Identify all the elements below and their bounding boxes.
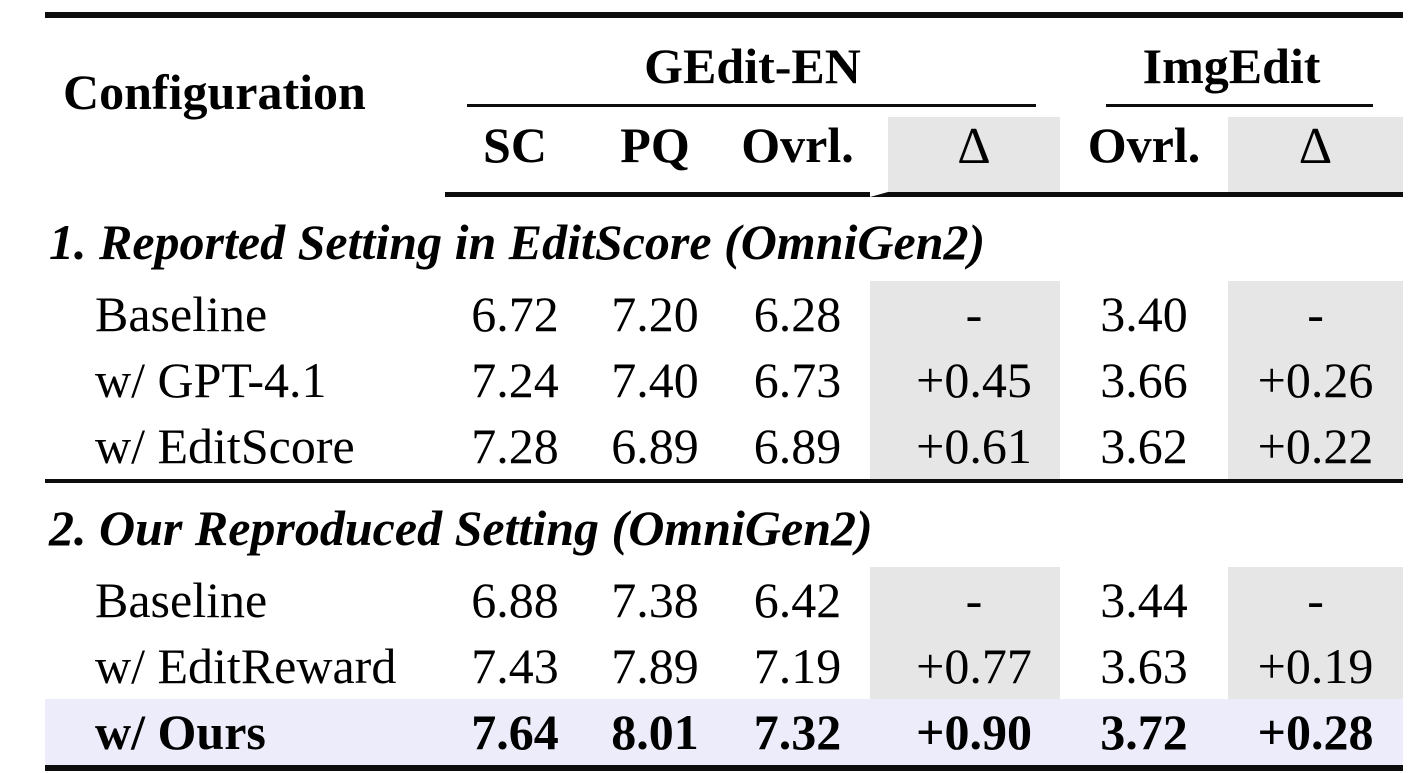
gedit-delta-value: +0.61 xyxy=(870,413,1061,480)
imgedit-group-label: ImgEdit xyxy=(1142,38,1321,94)
gedit-delta-value: - xyxy=(870,567,1061,634)
gedit-delta-value: +0.77 xyxy=(870,633,1061,700)
imgedit-delta-value: - xyxy=(1228,281,1404,348)
imgedit-group-header: ImgEdit xyxy=(1060,18,1403,107)
table-row: w/ EditReward 7.43 7.89 7.19 +0.77 3.63 +0.19 xyxy=(45,633,1404,700)
pq-value: 7.20 xyxy=(611,285,699,342)
pq-value: 6.89 xyxy=(611,417,699,474)
imgedit-delta-value: +0.26 xyxy=(1228,347,1404,414)
sc-value: 7.28 xyxy=(471,417,559,474)
section-title: 2. Our Reproduced Setting (OmniGen2) xyxy=(45,479,1404,567)
config-cell: w/ EditReward xyxy=(95,637,397,694)
gedit-en-group-label: GEdit-EN xyxy=(644,38,861,94)
sc-value: 7.43 xyxy=(471,637,559,694)
config-cell: w/ GPT-4.1 xyxy=(95,351,327,408)
group-header-row: Configuration GEdit-EN ImgEdit xyxy=(45,18,1403,120)
table-row: Baseline 6.72 7.20 6.28-3.40- xyxy=(45,281,1404,348)
ovrl-value: 6.28 xyxy=(753,285,842,342)
ovrl-value: 7.32 xyxy=(753,703,842,760)
imgedit-delta-value: - xyxy=(1228,567,1404,634)
sc-value: 6.72 xyxy=(471,285,559,342)
pq-value: 8.01 xyxy=(611,703,699,760)
ovrl-value: 6.73 xyxy=(753,351,842,408)
ovrl-value: 6.89 xyxy=(753,417,842,474)
configuration-column-header: Configuration xyxy=(63,64,366,121)
gedit-delta-column-header: Δ xyxy=(870,107,1061,198)
config-cell: w/ Ours xyxy=(95,703,266,760)
imgedit-ovrl-value: 3.72 xyxy=(1100,703,1188,760)
pq-value: 7.89 xyxy=(611,637,699,694)
imgedit-delta-column-header: Δ xyxy=(1228,107,1404,198)
subcolumn-header-row: SC PQ Ovrl. Δ Ovrl. Δ xyxy=(45,107,1404,198)
results-table: Configuration GEdit-EN ImgEdit SC PQ Ovr… xyxy=(45,12,1404,772)
section-title: 1. Reported Setting in EditScore (OmniGe… xyxy=(49,213,986,270)
table-row: w/ Ours 7.64 8.01 7.32 +0.90 3.72 +0.28 xyxy=(45,699,1404,766)
imgedit-ovrl-value: 3.40 xyxy=(1100,285,1188,342)
sc-value: 7.24 xyxy=(471,351,559,408)
config-cell: Baseline xyxy=(95,571,268,628)
table-row: Baseline 6.88 7.38 6.42-3.44- xyxy=(45,567,1404,634)
config-cell: Baseline xyxy=(95,285,268,342)
ovrl-column-header: Ovrl. xyxy=(725,107,870,198)
gedit-delta-value: +0.45 xyxy=(870,347,1061,414)
imgedit-ovrl-value: 3.44 xyxy=(1100,571,1188,628)
section-reproduced-setting: 2. Our Reproduced Setting (OmniGen2) Bas… xyxy=(45,479,1404,766)
gedit-en-cmidrule xyxy=(467,104,1037,107)
gedit-en-group-header: GEdit-EN xyxy=(445,18,1060,107)
table-header: Configuration GEdit-EN ImgEdit SC PQ Ovr… xyxy=(45,18,1404,198)
table-row: w/ EditScore 7.28 6.89 6.89 +0.61 3.62 +0.22 xyxy=(45,413,1404,480)
pq-value: 7.38 xyxy=(611,571,699,628)
table-row: w/ GPT-4.1 7.24 7.40 6.73 +0.45 3.66 +0.26 xyxy=(45,347,1404,414)
section-reported-setting: 1. Reported Setting in EditScore (OmniGe… xyxy=(45,197,1404,480)
imgedit-cmidrule xyxy=(1106,104,1374,107)
gedit-delta-value: +0.90 xyxy=(916,703,1032,760)
sc-value: 6.88 xyxy=(471,571,559,628)
gedit-delta-value: - xyxy=(870,281,1061,348)
section-title-row: 1. Reported Setting in EditScore (OmniGe… xyxy=(45,197,1403,281)
imgedit-delta-value: +0.19 xyxy=(1228,633,1404,700)
sc-column-header: SC xyxy=(445,107,585,198)
imgedit-ovrl-value: 3.63 xyxy=(1100,637,1188,694)
sc-value: 7.64 xyxy=(471,703,559,760)
imgedit-ovrl-value: 3.62 xyxy=(1100,417,1188,474)
section-title-row: 2. Our Reproduced Setting (OmniGen2) xyxy=(45,479,1404,567)
pq-value: 7.40 xyxy=(611,351,699,408)
ovrl-value: 6.42 xyxy=(753,571,842,628)
imgedit-ovrl-column-header: Ovrl. xyxy=(1060,107,1229,198)
imgedit-delta-value: +0.22 xyxy=(1228,413,1404,480)
config-cell: w/ EditScore xyxy=(95,417,355,474)
imgedit-ovrl-value: 3.66 xyxy=(1100,351,1188,408)
imgedit-delta-value: +0.28 xyxy=(1257,703,1374,760)
pq-column-header: PQ xyxy=(585,107,725,198)
ovrl-value: 7.19 xyxy=(753,637,842,694)
